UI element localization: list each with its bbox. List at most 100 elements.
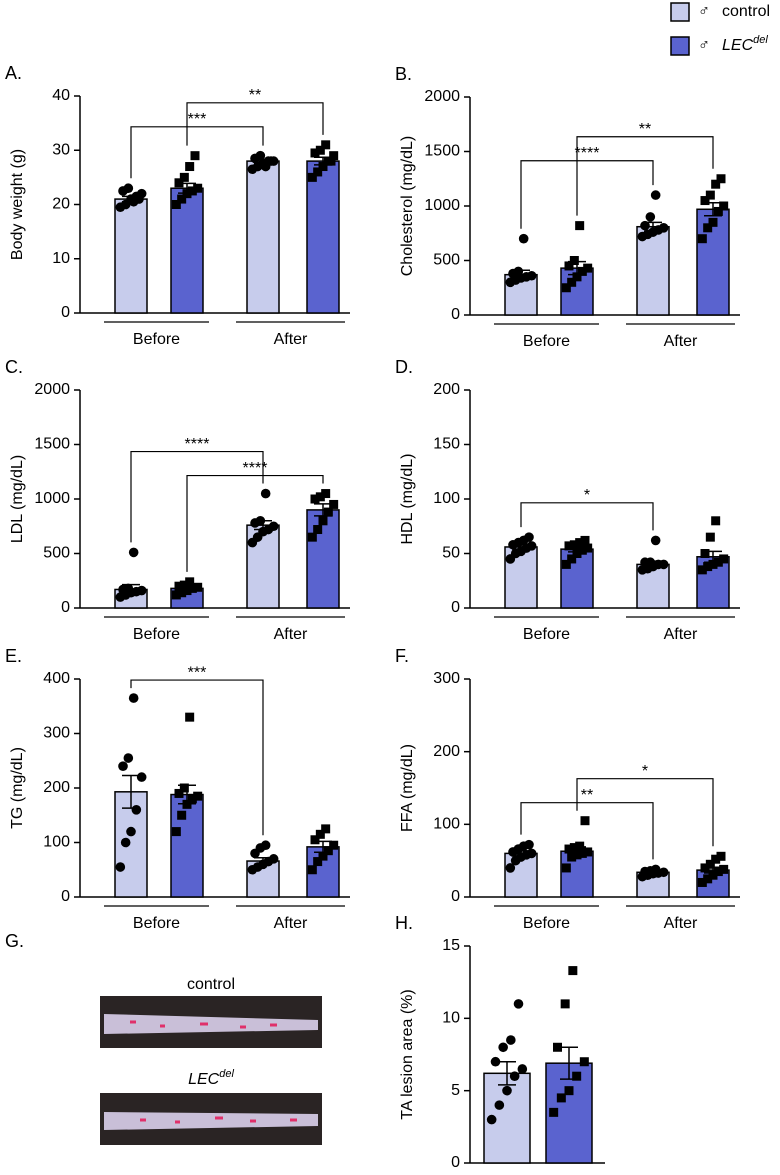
- data-point: [567, 852, 577, 862]
- data-point: [697, 565, 707, 575]
- y-axis-label: LDL (mg/dL): [9, 455, 26, 543]
- data-point: [128, 693, 139, 703]
- data-point: [187, 186, 197, 196]
- y-tick-label: 0: [61, 599, 70, 616]
- data-point: [321, 824, 331, 834]
- significance-bracket: [520, 160, 654, 229]
- data-point: [313, 525, 323, 535]
- data-point: [187, 794, 197, 804]
- data-point: [700, 196, 710, 206]
- data-point: [577, 266, 587, 276]
- aorta: [104, 1112, 318, 1130]
- significance-bracket: [520, 802, 654, 860]
- data-point: [323, 507, 333, 517]
- y-tick-label: 10: [442, 1010, 460, 1027]
- data-point: [179, 172, 189, 182]
- data-point: [185, 577, 195, 587]
- data-point: [486, 1114, 497, 1125]
- data-point: [569, 256, 579, 265]
- photo-panel: G. control LECdel: [5, 931, 322, 1145]
- x-tick-label: After: [274, 331, 308, 348]
- data-point: [123, 753, 134, 763]
- data-point: [118, 761, 128, 771]
- legend-sup: del: [753, 34, 768, 46]
- y-tick-label: 0: [61, 304, 70, 321]
- legend-swatch: [670, 2, 690, 22]
- error-bar: [644, 221, 662, 232]
- data-point: [193, 791, 203, 801]
- data-point: [268, 854, 279, 864]
- data-point: [513, 999, 524, 1009]
- data-point: [650, 190, 661, 200]
- data-point: [564, 261, 574, 271]
- x-tick-label: After: [664, 915, 698, 932]
- significance-bracket: [520, 502, 654, 531]
- legend-symbol: ♂: [698, 37, 710, 54]
- bar: [114, 198, 148, 314]
- panel-label: D.: [395, 357, 413, 377]
- data-point: [509, 1071, 520, 1081]
- y-tick-label: 10: [52, 250, 70, 267]
- error-bar: [512, 544, 530, 550]
- data-point: [705, 859, 715, 869]
- y-tick-label: 300: [43, 725, 70, 742]
- y-axis-label: FFA (mg/dL): [399, 744, 416, 832]
- data-point: [126, 826, 136, 837]
- y-tick-label: 20: [52, 196, 70, 213]
- data-point: [526, 848, 537, 859]
- data-point: [569, 540, 579, 550]
- y-axis-label: Cholesterol (mg/dL): [399, 136, 416, 277]
- data-point: [329, 499, 339, 509]
- data-point: [583, 263, 593, 273]
- significance-bracket: [576, 136, 714, 216]
- y-tick-label: 400: [43, 670, 70, 687]
- data-point: [260, 840, 271, 851]
- data-point: [564, 1086, 574, 1096]
- panel-label: A.: [5, 63, 22, 83]
- error-bar: [314, 503, 332, 517]
- error-bar: [704, 866, 722, 874]
- data-point: [567, 554, 577, 564]
- y-tick-label: 50: [442, 545, 460, 562]
- data-point: [171, 200, 181, 209]
- significance-label: *: [584, 487, 590, 504]
- bar: [306, 509, 340, 609]
- aorta: [104, 1014, 318, 1034]
- data-point: [640, 220, 650, 231]
- panel-label: G.: [5, 931, 24, 951]
- error-bar: [314, 156, 332, 166]
- data-point: [120, 837, 131, 848]
- lesion: [130, 1020, 277, 1029]
- error-bar: [122, 583, 140, 596]
- data-point: [708, 870, 718, 880]
- legend-symbol: ♂: [698, 3, 710, 20]
- data-point: [268, 521, 279, 532]
- data-point: [572, 549, 582, 558]
- legend-label: control: [722, 3, 770, 20]
- data-point: [187, 583, 197, 593]
- y-tick-label: 100: [43, 834, 70, 851]
- error-bar: [122, 774, 140, 809]
- y-tick-label: 0: [451, 306, 460, 323]
- error-bar: [568, 545, 586, 553]
- y-tick-label: 1500: [424, 143, 460, 160]
- y-axis-label: Body weight (g): [9, 149, 26, 260]
- data-point: [579, 1057, 589, 1067]
- data-point: [318, 162, 328, 172]
- data-point: [564, 844, 574, 854]
- data-point: [697, 877, 707, 887]
- data-point: [583, 847, 593, 857]
- error-bar: [498, 1060, 516, 1086]
- data-point: [313, 167, 323, 177]
- data-point: [185, 712, 195, 722]
- legend-name: LEC: [722, 37, 754, 54]
- error-bar: [512, 850, 530, 857]
- data-point: [318, 516, 328, 526]
- data-point: [131, 805, 142, 815]
- data-point: [716, 174, 726, 184]
- data-point: [179, 783, 189, 793]
- data-point: [315, 492, 325, 502]
- y-tick-label: 100: [433, 816, 460, 833]
- significance-bracket: [130, 450, 264, 543]
- data-point: [719, 864, 729, 874]
